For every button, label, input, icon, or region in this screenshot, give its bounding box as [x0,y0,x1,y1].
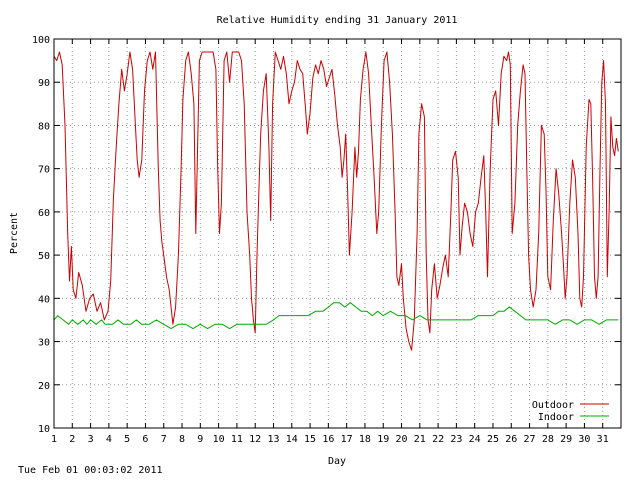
x-tick-label: 25 [487,434,499,445]
x-tick-label: 13 [267,434,279,445]
x-tick-label: 1 [51,434,57,445]
grid [54,39,621,428]
x-tick-label: 15 [304,434,316,445]
y-tick-label: 10 [38,424,50,435]
x-tick-label: 28 [542,434,554,445]
x-tick-label: 17 [341,434,353,445]
y-tick-label: 70 [38,165,50,176]
x-tick-label: 14 [286,434,298,445]
x-tick-label: 12 [249,434,261,445]
x-tick-label: 22 [432,434,444,445]
x-tick-label: 11 [231,434,243,445]
x-tick-label: 18 [359,434,371,445]
y-axis-label: Percent [9,212,20,254]
x-tick-label: 31 [597,434,609,445]
legend-label-outdoor: Outdoor [532,400,574,411]
x-tick-label: 24 [469,434,481,445]
x-tick-label: 3 [88,434,94,445]
x-tick-label: 23 [450,434,462,445]
legend-label-indoor: Indoor [538,412,574,423]
x-tick-label: 26 [505,434,517,445]
series-layer [53,51,619,351]
x-tick-label: 21 [414,434,426,445]
x-tick-label: 29 [560,434,572,445]
x-axis-label: Day [328,456,346,467]
x-tick-label: 27 [524,434,536,445]
y-tick-label: 20 [38,381,50,392]
x-tick-label: 16 [322,434,334,445]
x-tick-label: 19 [377,434,389,445]
y-tick-label: 60 [38,208,50,219]
plot-frame [53,38,622,429]
chart-title: Relative Humidity ending 31 January 2011 [217,15,458,26]
y-tick-label: 40 [38,294,50,305]
x-tick-label: 8 [179,434,185,445]
y-tick-label: 30 [38,338,50,349]
y-tick-label: 80 [38,121,50,132]
x-tick-label: 5 [124,434,130,445]
x-tick-label: 30 [578,434,590,445]
y-tick-label: 50 [38,251,50,262]
x-tick-label: 10 [213,434,225,445]
x-tick-label: 6 [142,434,148,445]
ticks: 1 2 3 4 5 6 7 8 9 10 11 12 13 14 15 16 17 18 19 20 21 22 23 24 2… [32,35,621,445]
x-tick-label: 2 [69,434,75,445]
x-tick-label: 4 [106,434,112,445]
x-tick-label: 7 [161,434,167,445]
series-line-outdoor [53,51,619,351]
x-tick-label: 20 [395,434,407,445]
y-tick-label: 90 [38,78,50,89]
footer-timestamp: Tue Feb 01 00:03:02 2011 [18,465,163,476]
y-tick-label: 100 [32,35,50,46]
series-line-indoor [53,302,619,330]
x-tick-label: 9 [197,434,203,445]
